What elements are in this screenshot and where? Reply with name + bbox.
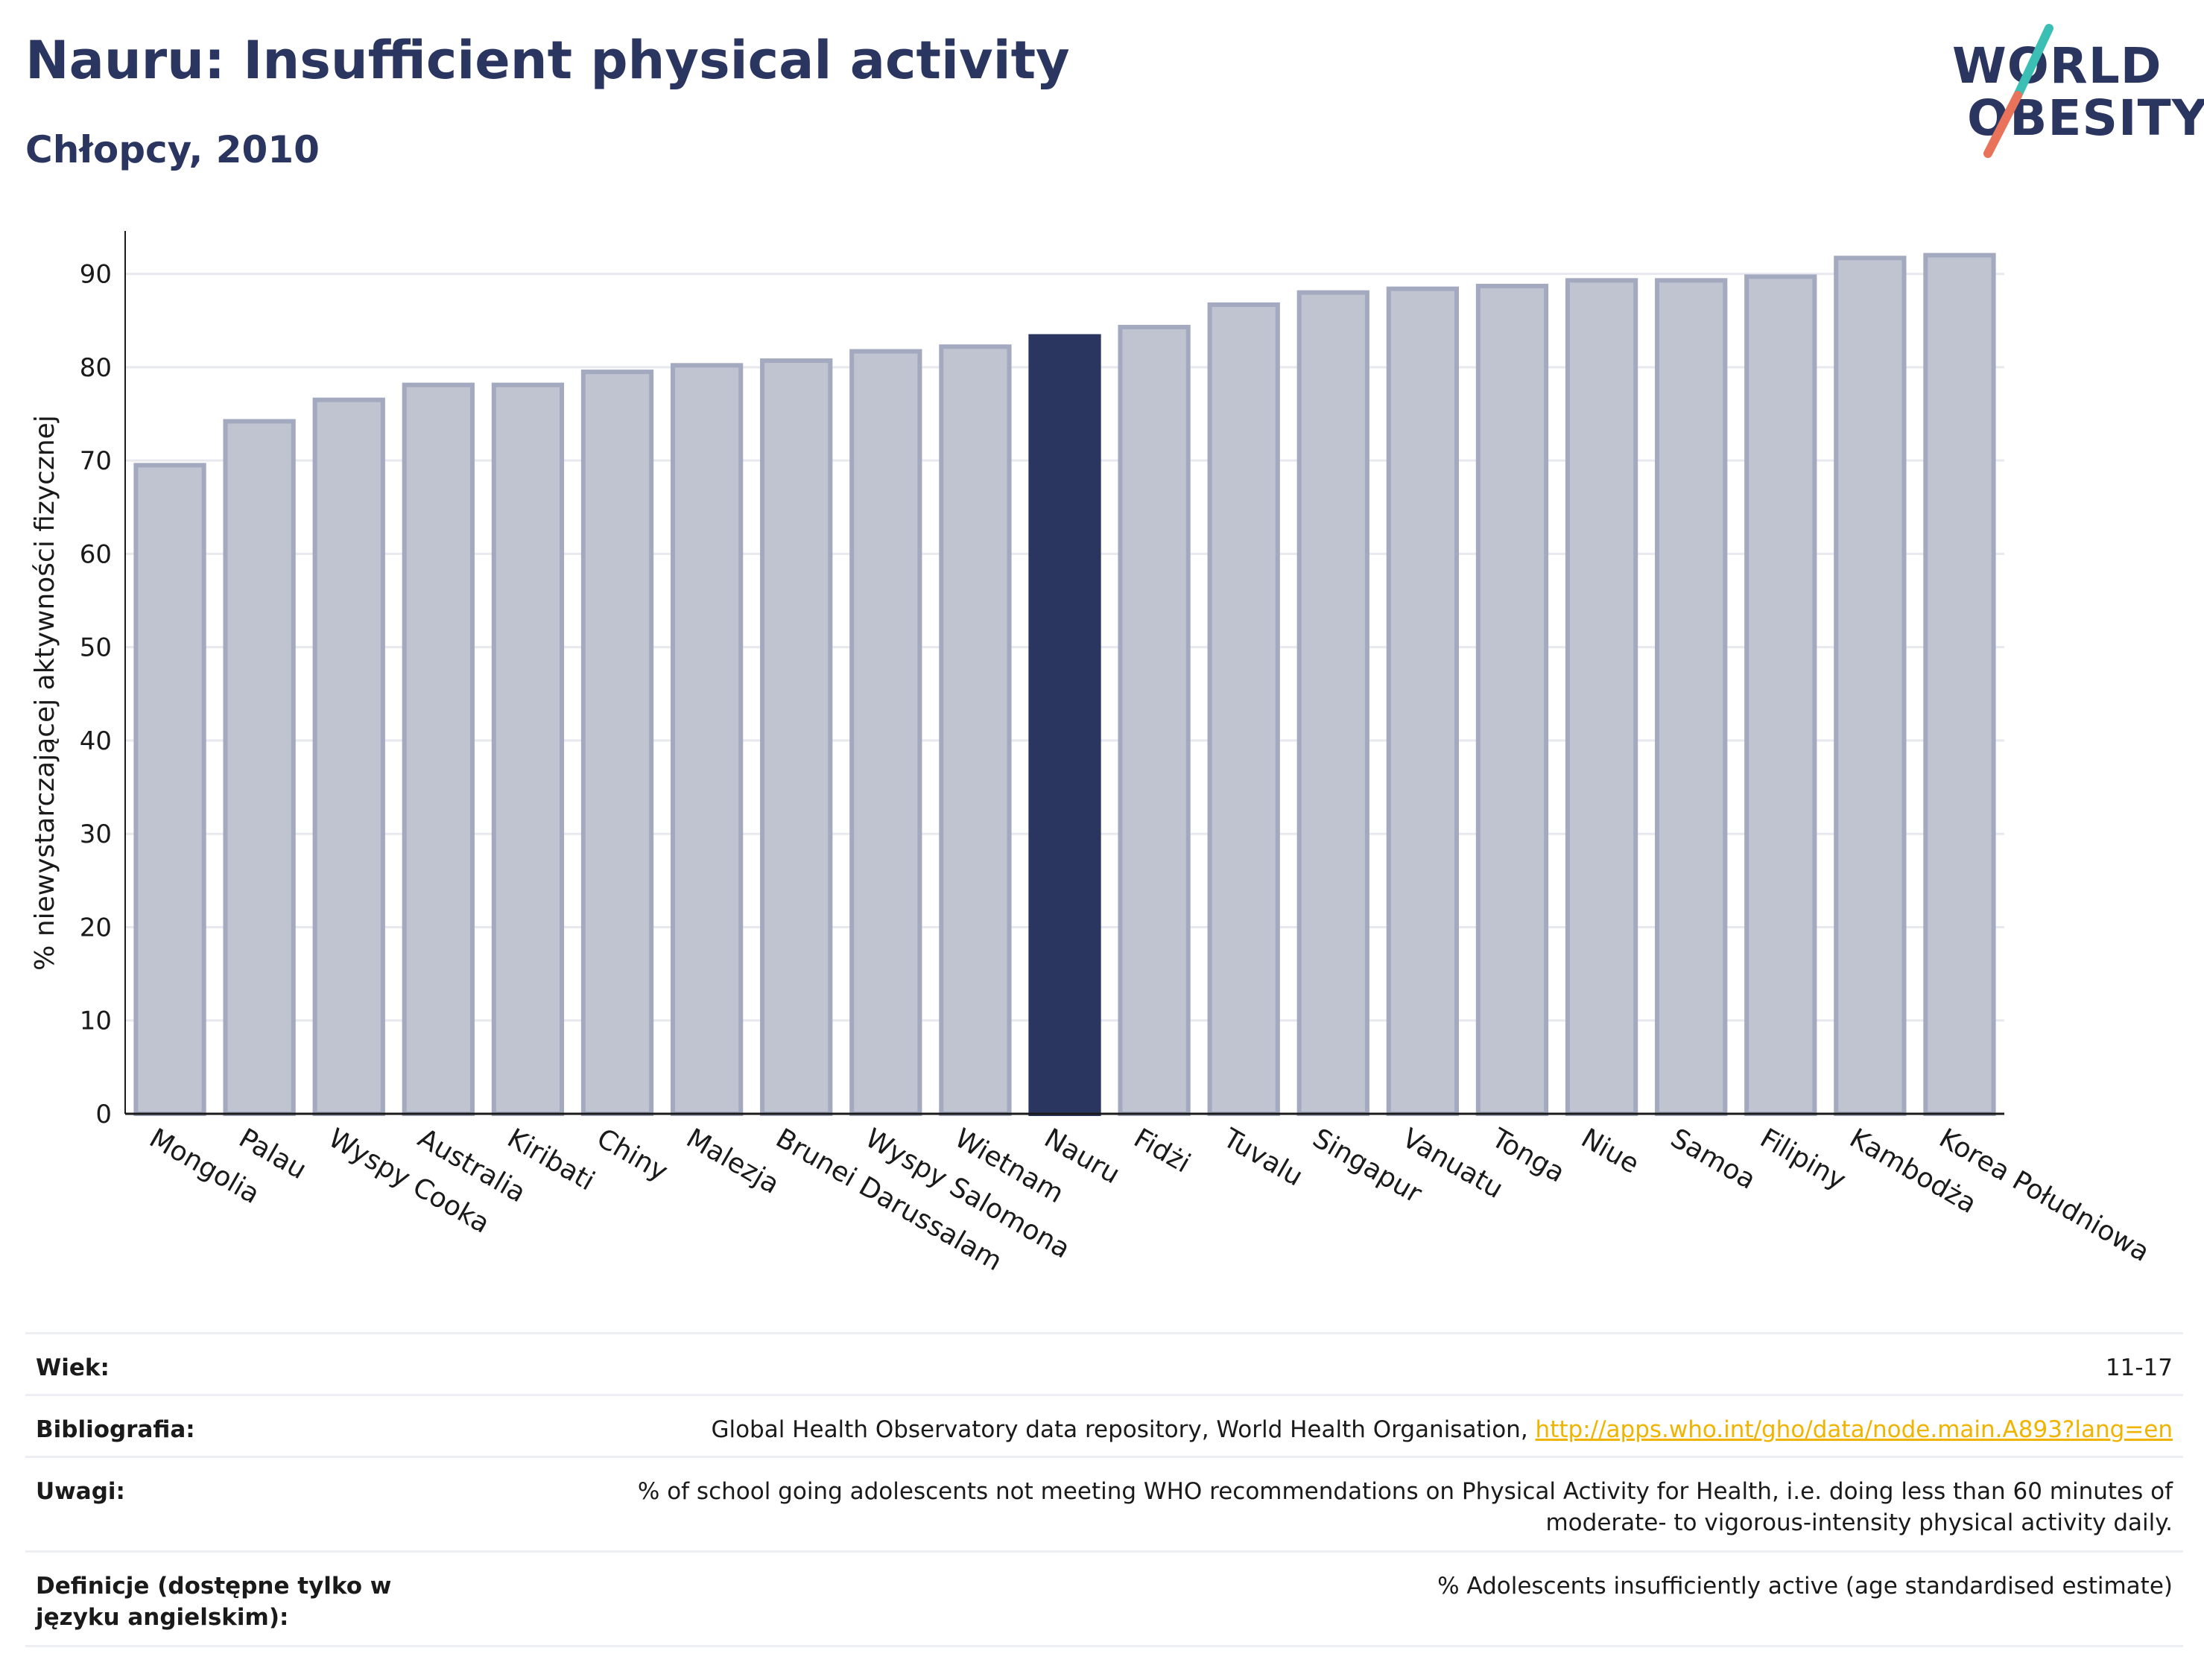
x-tick-label: Niue xyxy=(1576,1123,1644,1179)
x-tick-label: Fidżi xyxy=(1129,1123,1196,1179)
bar-kiribati[interactable] xyxy=(491,382,565,1116)
bar-australia[interactable] xyxy=(402,382,475,1116)
world-obesity-logo[interactable]: WORLD OBESITY xyxy=(1937,21,2204,162)
bar-mongolia[interactable] xyxy=(133,463,206,1116)
meta-value-age: 11-17 xyxy=(2105,1354,2173,1381)
y-axis-label: % niewystarczającej aktywności fizycznej xyxy=(30,415,60,971)
bar-filipiny[interactable] xyxy=(1744,274,1817,1116)
bar-kambodża[interactable] xyxy=(1834,256,1907,1117)
bar-brunei-darussalam[interactable] xyxy=(760,358,833,1117)
bibliography-text: Global Health Observatory data repositor… xyxy=(711,1416,1536,1443)
metadata-table: Wiek: 11-17 Bibliografia: Global Health … xyxy=(25,1332,2183,1647)
bar-wyspy-salomona[interactable] xyxy=(849,349,922,1116)
logo-slash-icon xyxy=(1983,24,2053,158)
x-tick-label: Samoa xyxy=(1665,1123,1761,1196)
bar-singapur[interactable] xyxy=(1296,290,1369,1116)
x-tick-label: Chiny xyxy=(592,1123,673,1188)
y-tick-label: 10 xyxy=(80,1007,112,1036)
meta-label-definitions: Definicje (dostępne tylko w języku angie… xyxy=(36,1573,392,1631)
meta-label-notes: Uwagi: xyxy=(36,1478,125,1505)
y-tick-label: 50 xyxy=(80,633,112,663)
meta-value-definitions: % Adolescents insufficiently active (age… xyxy=(1437,1573,2173,1600)
y-tick-label: 20 xyxy=(80,913,112,942)
y-tick-label: 80 xyxy=(80,353,112,383)
bar-wyspy-cooka[interactable] xyxy=(312,397,385,1116)
page-subtitle: Chłopcy, 2010 xyxy=(25,128,320,171)
y-tick-label: 30 xyxy=(80,820,112,849)
bar-niue[interactable] xyxy=(1565,278,1638,1116)
bar-vanuatu[interactable] xyxy=(1386,286,1460,1116)
logo-text-world: WORLD xyxy=(1952,37,2162,95)
meta-row-definitions: Definicje (dostępne tylko w języku angie… xyxy=(25,1550,2183,1647)
y-tick-label: 70 xyxy=(80,446,112,476)
meta-row-notes: Uwagi: % of school going adolescents not… xyxy=(25,1456,2183,1550)
bar-tuvalu[interactable] xyxy=(1207,302,1280,1117)
bar-malezja[interactable] xyxy=(670,363,744,1116)
bar-korea-południowa[interactable] xyxy=(1923,253,1996,1117)
bar-samoa[interactable] xyxy=(1655,278,1728,1116)
bar-tonga[interactable] xyxy=(1475,283,1549,1116)
bibliography-link[interactable]: http://apps.who.int/gho/data/node.main.A… xyxy=(1535,1416,2173,1443)
x-tick-label: Filipiny xyxy=(1755,1123,1851,1196)
meta-label-bibliography: Bibliografia: xyxy=(36,1416,195,1443)
x-tick-label: Malezja xyxy=(681,1123,784,1200)
meta-row-age: Wiek: 11-17 xyxy=(25,1332,2183,1394)
bars xyxy=(133,253,1996,1117)
meta-value-bibliography: Global Health Observatory data repositor… xyxy=(533,1414,2173,1445)
y-tick-label: 0 xyxy=(95,1100,112,1129)
meta-row-bibliography: Bibliografia: Global Health Observatory … xyxy=(25,1394,2183,1456)
y-tick-label: 40 xyxy=(80,726,112,756)
bar-chiny[interactable] xyxy=(580,370,654,1116)
bar-nauru[interactable] xyxy=(1028,334,1101,1116)
meta-value-notes: % of school going adolescents not meetin… xyxy=(637,1478,2173,1536)
bar-wietnam[interactable] xyxy=(939,344,1012,1117)
y-tick-label: 90 xyxy=(80,260,112,290)
bar-fidżi[interactable] xyxy=(1118,324,1191,1116)
page-title: Nauru: Insufficient physical activity xyxy=(25,30,1070,91)
meta-label-age: Wiek: xyxy=(36,1354,110,1381)
y-tick-label: 60 xyxy=(80,539,112,569)
x-tick-label: Tuvalu xyxy=(1217,1123,1308,1193)
bar-palau[interactable] xyxy=(223,419,296,1116)
